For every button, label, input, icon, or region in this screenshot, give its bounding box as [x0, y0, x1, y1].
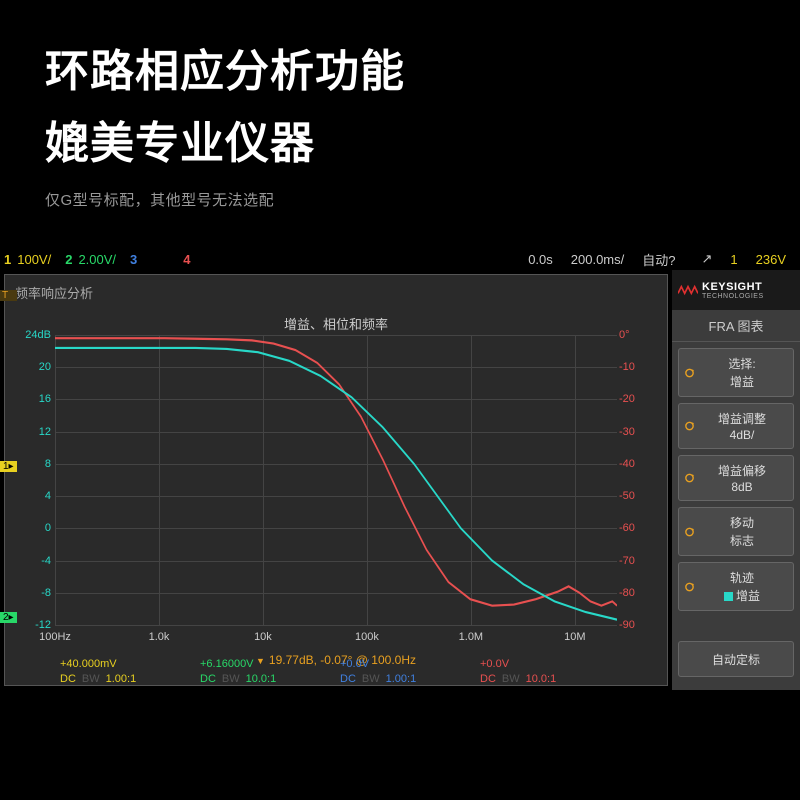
phase-curve	[55, 338, 617, 605]
trigger-ch: 1	[730, 252, 737, 267]
rotary-icon	[684, 421, 695, 432]
menu-btn-2[interactable]: 增益偏移8dB	[678, 455, 794, 501]
ch3-num[interactable]: 3	[130, 252, 137, 267]
side-panel: KEYSIGHT TECHNOLOGIES FRA 图表 选择:增益增益调整4d…	[672, 270, 800, 690]
subtitle: 仅G型号标配，其他型号无法选配	[45, 189, 755, 210]
y-axis-right: 0°-10-20-30-40-50-60-70-80-90	[619, 335, 647, 625]
left-markers: T 1▸ 2▸	[0, 290, 17, 623]
ch2-marker[interactable]: 2▸	[0, 612, 17, 623]
curves-svg	[55, 335, 617, 625]
ch2-num[interactable]: 2	[65, 252, 72, 267]
keysight-logo-icon	[678, 283, 698, 297]
ch4-num[interactable]: 4	[183, 252, 190, 267]
panel-menu-title: FRA 图表	[672, 310, 800, 342]
trigger-mode[interactable]: 自动?	[642, 250, 675, 269]
brand-sub: TECHNOLOGIES	[702, 293, 764, 300]
title-line-2: 媲美专业仪器	[45, 107, 755, 171]
panel-title: 频率响应分析	[5, 275, 667, 310]
trigger-level: 236V	[756, 252, 786, 267]
y-axis-left: 24dB201612840-4-8-12	[21, 335, 51, 625]
rotary-icon	[684, 581, 695, 592]
brand: KEYSIGHT TECHNOLOGIES	[672, 270, 800, 310]
gain-curve	[55, 348, 617, 620]
trigger-marker: T	[0, 290, 17, 301]
chart-title: 增益、相位和频率	[5, 314, 667, 333]
bode-chart[interactable]	[55, 335, 617, 625]
ch1-marker[interactable]: 1▸	[0, 461, 17, 472]
x-axis: 100Hz1.0k10k100k1.0M10M	[55, 631, 617, 645]
plot-panel: 频率响应分析 增益、相位和频率 24dB201612840-4-8-12 0°-…	[4, 274, 668, 686]
brand-name: KEYSIGHT	[702, 281, 764, 293]
ch2-val: 2.00V/	[78, 252, 116, 267]
main-area: 频率响应分析 增益、相位和频率 24dB201612840-4-8-12 0°-…	[0, 270, 800, 690]
menu-btn-5[interactable]: 自动定标	[678, 641, 794, 677]
status-bar: 1 100V/ 2 2.00V/ 3 4 0.0s 200.0ms/ 自动? ↗…	[0, 248, 800, 270]
oscilloscope-ui: 1 100V/ 2 2.00V/ 3 4 0.0s 200.0ms/ 自动? ↗…	[0, 248, 800, 690]
menu-btn-4[interactable]: 轨迹增益	[678, 562, 794, 611]
rotary-icon	[684, 526, 695, 537]
rotary-icon	[684, 367, 695, 378]
menu-btn-3[interactable]: 移动标志	[678, 507, 794, 556]
time-div: 200.0ms/	[571, 252, 624, 267]
rotary-icon	[684, 473, 695, 484]
bottom-bar: +40.000mVDCBW1.00:1+6.16000VDCBW10.0:1+0…	[0, 654, 670, 690]
ch1-val: 100V/	[17, 252, 51, 267]
header: 环路相应分析功能 媲美专业仪器 仅G型号标配，其他型号无法选配	[0, 0, 800, 230]
ch1-num[interactable]: 1	[4, 252, 11, 267]
menu-btn-1[interactable]: 增益调整4dB/	[678, 403, 794, 449]
title-line-1: 环路相应分析功能	[45, 35, 755, 99]
menu-btn-0[interactable]: 选择:增益	[678, 348, 794, 397]
time-offset: 0.0s	[528, 252, 553, 267]
